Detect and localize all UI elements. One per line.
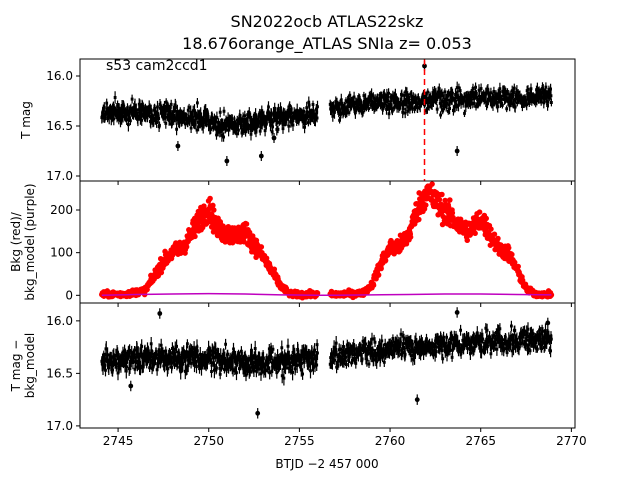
y-tick-label: 16.0 (46, 314, 73, 328)
chart-title-line2: 18.676orange_ATLAS SNIa z= 0.053 (182, 34, 472, 54)
outlier-point (258, 153, 264, 159)
x-tick-label: 2750 (193, 434, 224, 448)
y-axis-label: T mag (19, 101, 33, 140)
y-tick-label: 17.0 (46, 419, 73, 433)
y-tick-label: 0 (65, 288, 73, 302)
outlier-point (255, 410, 261, 416)
outlier-point (175, 143, 181, 149)
plot-area (100, 59, 553, 181)
sector-label: s53 cam2ccd1 (106, 58, 208, 74)
chart-title-line1: SN2022ocb ATLAS22skz (231, 12, 424, 31)
outlier-point (454, 310, 460, 315)
outlier-point (157, 311, 163, 316)
outlier-point (128, 383, 134, 389)
x-tick-label: 2760 (375, 434, 406, 448)
outlier-point (545, 320, 551, 326)
x-tick-label: 2765 (465, 434, 496, 448)
outlier-point (271, 135, 277, 141)
plot-area (100, 307, 553, 419)
outlier-point (414, 397, 420, 403)
panel-bkg: 0 100 200 Bkg (red)/bkg_model (purple) (9, 180, 576, 307)
y-tick-label: 16.5 (46, 119, 73, 133)
y-tick-label: 200 (50, 203, 73, 217)
bkg-points-bkg2 (327, 181, 555, 301)
y-axis-label: bkg_model (23, 333, 37, 399)
data-points-segment-2 (328, 324, 553, 369)
x-tick-label: 2755 (284, 434, 315, 448)
y-tick-label: 100 (50, 246, 73, 260)
x-tick-label: 2745 (103, 434, 134, 448)
outlier-point (454, 148, 460, 154)
y-axis-label: T mag − (9, 340, 23, 393)
outlier-point (224, 158, 230, 164)
y-axis-label: Bkg (red)/ (9, 211, 23, 272)
x-tick-label: 2770 (556, 434, 587, 448)
plot-area (99, 181, 555, 301)
data-points-segment-1 (100, 342, 319, 380)
y-tick-label: 16.0 (46, 69, 73, 83)
outlier-point (422, 63, 427, 69)
data-points-segment-1 (100, 96, 319, 139)
panel-residual: 16.0 16.5 17.0 2745 2750 2755 2760 2765 2770 T ma… (9, 302, 587, 448)
y-tick-label: 16.5 (46, 366, 73, 380)
data-points-segment-2 (328, 85, 553, 122)
axes-frame (79, 302, 576, 429)
panel-tmag: 16.0 16.5 17.0 T mag (19, 58, 576, 185)
bkg-points-bkg (99, 195, 321, 301)
y-tick-label: 17.0 (46, 169, 73, 183)
axes-frame (79, 180, 576, 304)
y-axis-label: bkg_model (purple) (23, 183, 37, 300)
bkg-model-line (101, 292, 552, 297)
x-axis-label: BTJD −2 457 000 (275, 457, 378, 471)
